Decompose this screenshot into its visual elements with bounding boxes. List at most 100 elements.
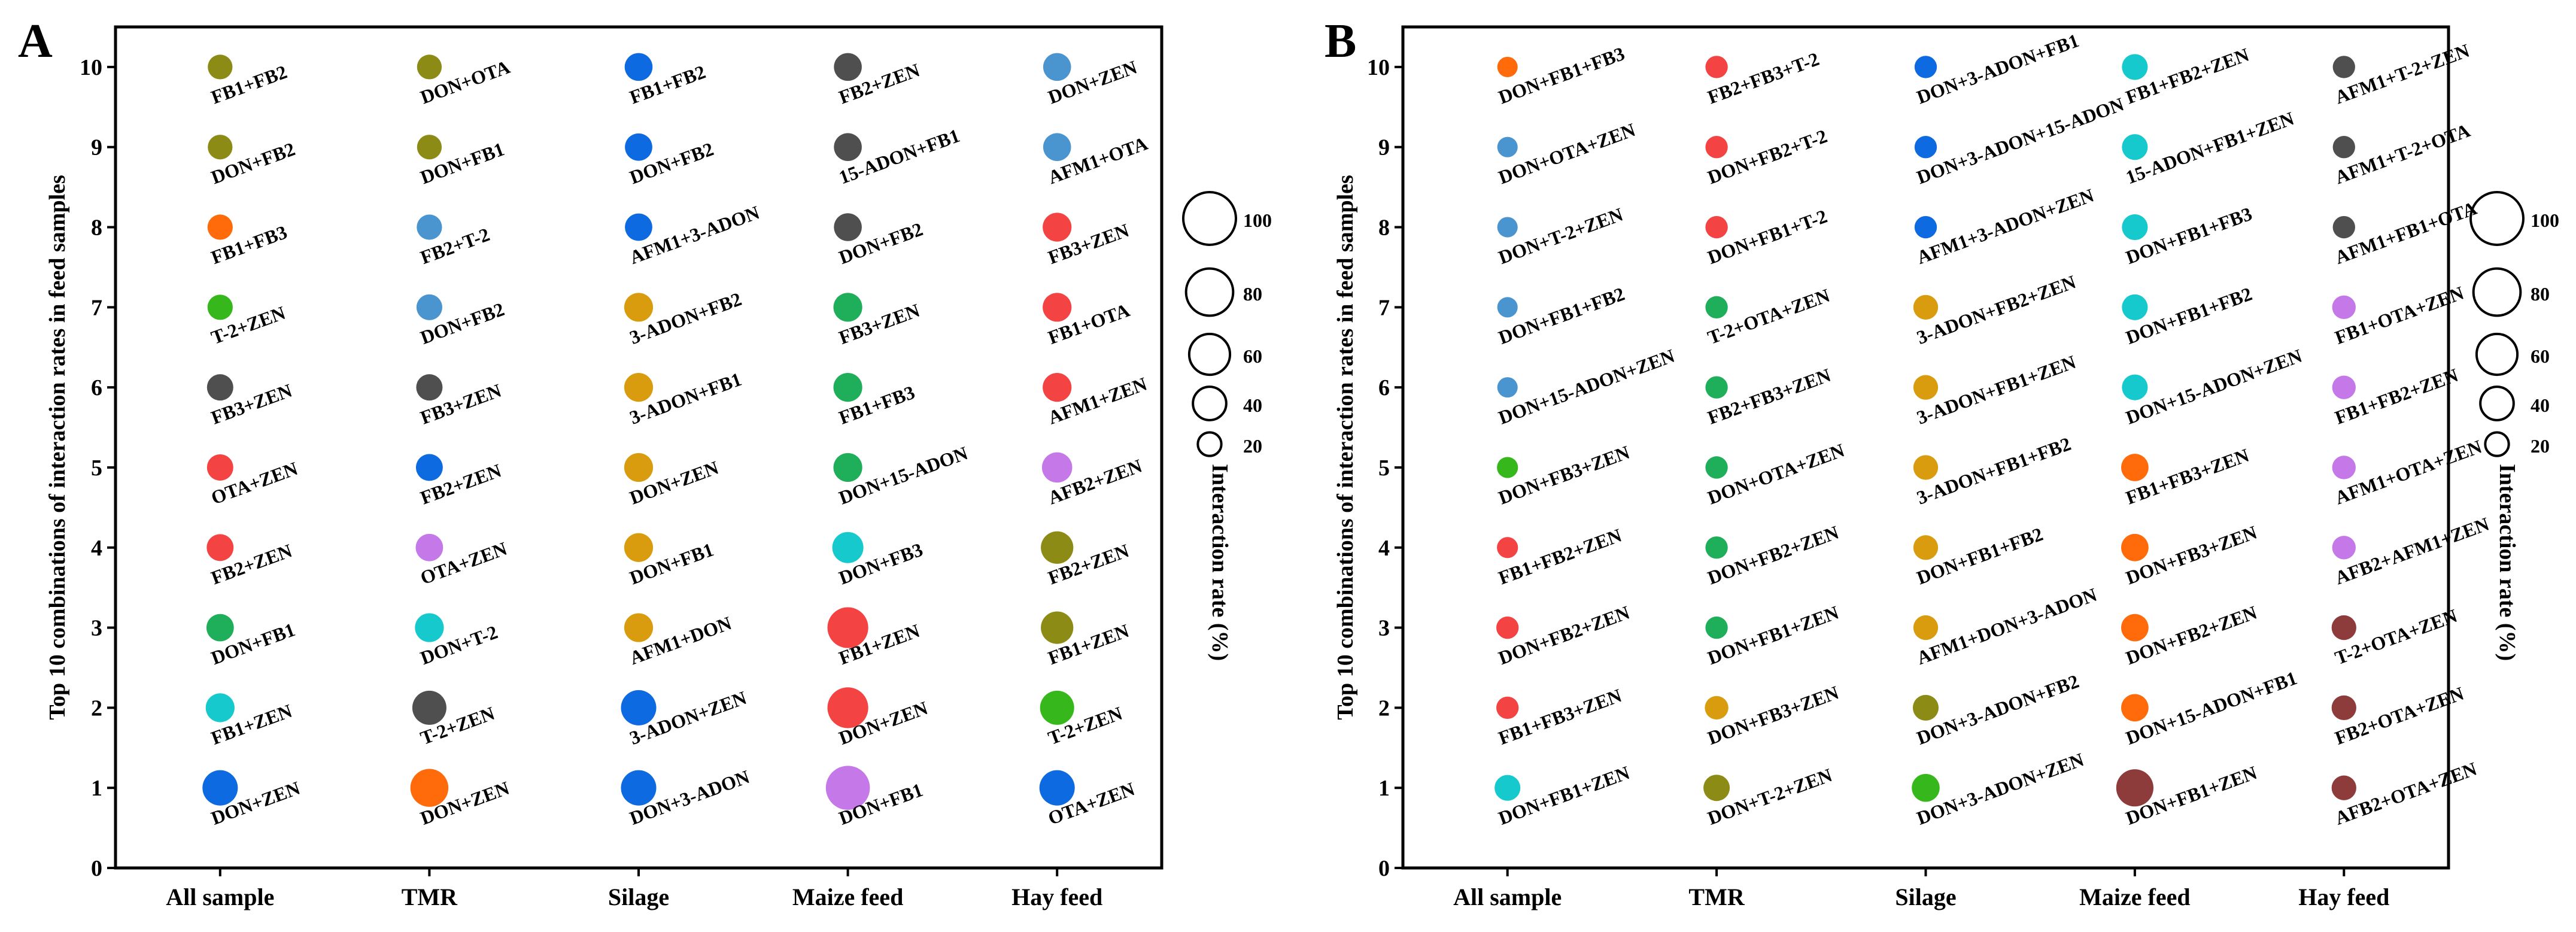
- y-tick-label: 3: [91, 616, 102, 641]
- y-tick-label: 1: [91, 776, 102, 801]
- bubble-label: 3-ADON+FB1+FB2: [1914, 433, 2074, 509]
- bubble-point: [202, 770, 238, 806]
- bubble-point: [1497, 56, 1518, 77]
- x-tick-label: TMR: [1688, 884, 1745, 910]
- bubble-point: [2116, 769, 2154, 807]
- bubble-label: DON+T-2+ZEN: [1496, 204, 1626, 269]
- bubble-point: [624, 533, 654, 562]
- bubble-point: [1705, 56, 1728, 78]
- bubble-label: DON+FB1+T-2: [1705, 205, 1830, 268]
- bubble-point: [832, 532, 864, 563]
- bubble-point: [833, 453, 862, 482]
- bubble-label: 15-ADON+FB1+ZEN: [2123, 107, 2296, 188]
- legend-bubble: [2472, 267, 2522, 317]
- x-tick-label: Hay feed: [2298, 884, 2389, 910]
- panel-letter-b: B: [1325, 15, 1356, 68]
- bubble-point: [2122, 374, 2148, 400]
- bubble-point: [833, 293, 862, 322]
- bubble-point: [2121, 694, 2149, 722]
- bubble-point: [1705, 616, 1728, 639]
- bubble-label: DON+3-ADON+ZEN: [1914, 748, 2087, 828]
- legend-bubble: [1182, 191, 1237, 246]
- x-tick-label: Hay feed: [1011, 884, 1102, 910]
- bubble-point: [621, 770, 657, 806]
- panel-b: B 0 1 2 3 4 5 6 7 8 9 10 All sample TMR Silage Maize fe…: [1325, 15, 2559, 910]
- y-tick-label: 3: [1378, 616, 1390, 641]
- bubble-point: [415, 533, 443, 561]
- legend-value: 60: [2531, 345, 2550, 367]
- bubble-point: [2332, 295, 2356, 320]
- bubble-point: [2122, 214, 2148, 241]
- bubble-point: [417, 54, 442, 80]
- bubble-point: [206, 534, 234, 561]
- bubble-point: [1494, 775, 1521, 801]
- x-tick-label: Silage: [1895, 884, 1956, 910]
- legend-value: 100: [2531, 210, 2559, 231]
- bubble-point: [1497, 457, 1518, 478]
- bubble-point: [1912, 773, 1940, 802]
- bubble-point: [2332, 215, 2355, 239]
- bubble-point: [2331, 615, 2356, 640]
- bubble-label: DON+FB1+FB3: [1496, 42, 1627, 108]
- bubble-label: AFM1+T-2+ZEN: [2332, 40, 2472, 108]
- bubble-point: [825, 766, 870, 810]
- bubble-point: [1039, 770, 1075, 806]
- bubble-point: [206, 374, 233, 401]
- legend-bubble: [1184, 267, 1235, 317]
- bubble-point: [1496, 616, 1519, 639]
- bubble-point: [207, 295, 233, 320]
- bubble-point: [206, 614, 234, 642]
- y-tick-label: 1: [1378, 776, 1390, 801]
- x-tick-label: Maize feed: [792, 884, 903, 910]
- bubble-point: [2121, 454, 2149, 481]
- bubble-point: [621, 690, 657, 725]
- bubble-point: [1497, 297, 1518, 318]
- bubble-point: [625, 213, 652, 241]
- bubble-label: AFM1+3-ADON+ZEN: [1914, 184, 2097, 269]
- y-axis-title: Top 10 combinations of interaction rates…: [1333, 175, 1358, 720]
- bubble-point: [1913, 615, 1939, 640]
- legend-value: 40: [1243, 394, 1262, 416]
- bubble-label: AFB2+AFM1+ZEN: [2332, 513, 2492, 589]
- bubble-point: [2331, 775, 2356, 800]
- bubble-point: [2332, 536, 2356, 560]
- bubble-label: DON+3-ADON+15-ADON: [1914, 93, 2127, 189]
- y-tick-label: 2: [91, 696, 102, 721]
- legend-bubble: [2479, 385, 2515, 421]
- bubble-label: FB1+FB2+ZEN: [1496, 524, 1624, 589]
- bubble-point: [416, 374, 443, 401]
- bubble-point: [1703, 775, 1730, 802]
- y-tick-label: 5: [1378, 456, 1390, 481]
- bubble-label: AFM1+T-2+OTA: [2332, 119, 2472, 188]
- bubble-point: [2332, 375, 2356, 399]
- x-tick-label: All sample: [166, 884, 274, 910]
- legend-bubble: [1196, 431, 1223, 457]
- bubble-point: [827, 607, 868, 648]
- bubble-point: [1705, 536, 1728, 559]
- bubble-label: DON+15-ADON+FB1: [2123, 667, 2299, 749]
- bubble-point: [2122, 134, 2148, 160]
- x-tick-label: All sample: [1453, 884, 1562, 910]
- bubble-point: [1912, 694, 1939, 721]
- bubble-point: [1041, 452, 1073, 483]
- bubble-point: [1041, 531, 1074, 564]
- bubble-label: DON+FB2+ZEN: [1705, 521, 1842, 589]
- bubble-point: [1914, 136, 1937, 159]
- y-tick-label: 0: [91, 856, 102, 881]
- bubble-label: FB1+FB3+ZEN: [1496, 684, 1624, 749]
- x-tick-label: TMR: [402, 884, 458, 910]
- bubble-point: [1914, 56, 1937, 78]
- bubble-point: [1913, 295, 1939, 320]
- legend-bubble: [2475, 332, 2519, 377]
- bubble-point: [833, 373, 862, 402]
- bubble-label: DON+3-ADON+FB1: [1914, 29, 2082, 108]
- panel-a: A 0 1 2 3 4 5 6 7 8 9 10 All sample TMR Silage Maize fe…: [18, 15, 1272, 910]
- bubble-point: [1913, 535, 1939, 560]
- bubble-point: [1043, 53, 1071, 81]
- bubble-point: [625, 133, 652, 161]
- y-tick-label: 9: [1378, 135, 1390, 160]
- x-tick-label: Maize feed: [2079, 884, 2190, 910]
- bubble-point: [205, 693, 235, 722]
- bubble-point: [1705, 296, 1728, 319]
